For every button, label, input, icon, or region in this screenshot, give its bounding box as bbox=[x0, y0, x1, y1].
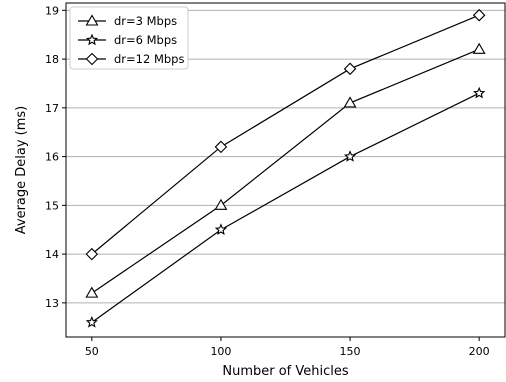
plot-frame bbox=[65, 2, 506, 338]
x-tick-label: 150 bbox=[340, 345, 361, 358]
legend: dr=3 Mbps dr=6 Mbps dr=12 Mbps bbox=[69, 6, 189, 70]
series-line bbox=[91, 14, 480, 255]
data-point bbox=[85, 315, 98, 328]
series-layer bbox=[85, 8, 486, 328]
legend-marker bbox=[85, 33, 99, 46]
legend-item: dr=6 Mbps bbox=[78, 33, 177, 47]
y-tick-label: 14 bbox=[45, 248, 59, 261]
x-tick-label: 50 bbox=[85, 345, 99, 358]
series-triangle bbox=[85, 42, 486, 298]
y-axis-label: Average Delay (ms) bbox=[14, 106, 29, 235]
series-diamond bbox=[85, 8, 486, 261]
y-tick-label: 18 bbox=[45, 53, 59, 66]
legend-marker bbox=[85, 14, 99, 26]
legend-item: dr=12 Mbps bbox=[78, 52, 184, 66]
legend-marker bbox=[85, 52, 99, 66]
data-point bbox=[214, 223, 228, 235]
y-tick-label: 17 bbox=[45, 102, 59, 115]
series-star bbox=[85, 86, 486, 328]
data-point bbox=[85, 247, 99, 261]
data-point bbox=[472, 42, 486, 54]
legend-item: dr=3 Mbps bbox=[78, 14, 177, 28]
data-point bbox=[214, 140, 228, 154]
x-axis-label: Number of Vehicles bbox=[222, 364, 349, 379]
data-point bbox=[214, 198, 228, 210]
y-tick-label: 19 bbox=[45, 4, 59, 17]
legend-label: dr=12 Mbps bbox=[114, 52, 184, 66]
y-tick-label: 16 bbox=[45, 151, 59, 164]
y-tick-label: 13 bbox=[45, 297, 59, 310]
series-line bbox=[91, 92, 480, 323]
data-point bbox=[85, 286, 99, 298]
data-point bbox=[472, 8, 486, 22]
data-point bbox=[343, 96, 357, 108]
legend-label: dr=6 Mbps bbox=[114, 33, 177, 47]
y-axis-ticks: 13 14 15 16 17 18 19 bbox=[45, 4, 66, 310]
data-point bbox=[343, 62, 357, 76]
series-line bbox=[91, 48, 480, 294]
x-tick-label: 200 bbox=[469, 345, 490, 358]
legend-box bbox=[69, 6, 189, 70]
data-point bbox=[343, 150, 357, 162]
data-point bbox=[473, 86, 486, 99]
x-tick-label: 100 bbox=[210, 345, 231, 358]
legend-label: dr=3 Mbps bbox=[114, 14, 177, 28]
y-tick-label: 15 bbox=[45, 199, 59, 212]
x-axis-ticks: 50 100 150 200 bbox=[85, 337, 490, 358]
